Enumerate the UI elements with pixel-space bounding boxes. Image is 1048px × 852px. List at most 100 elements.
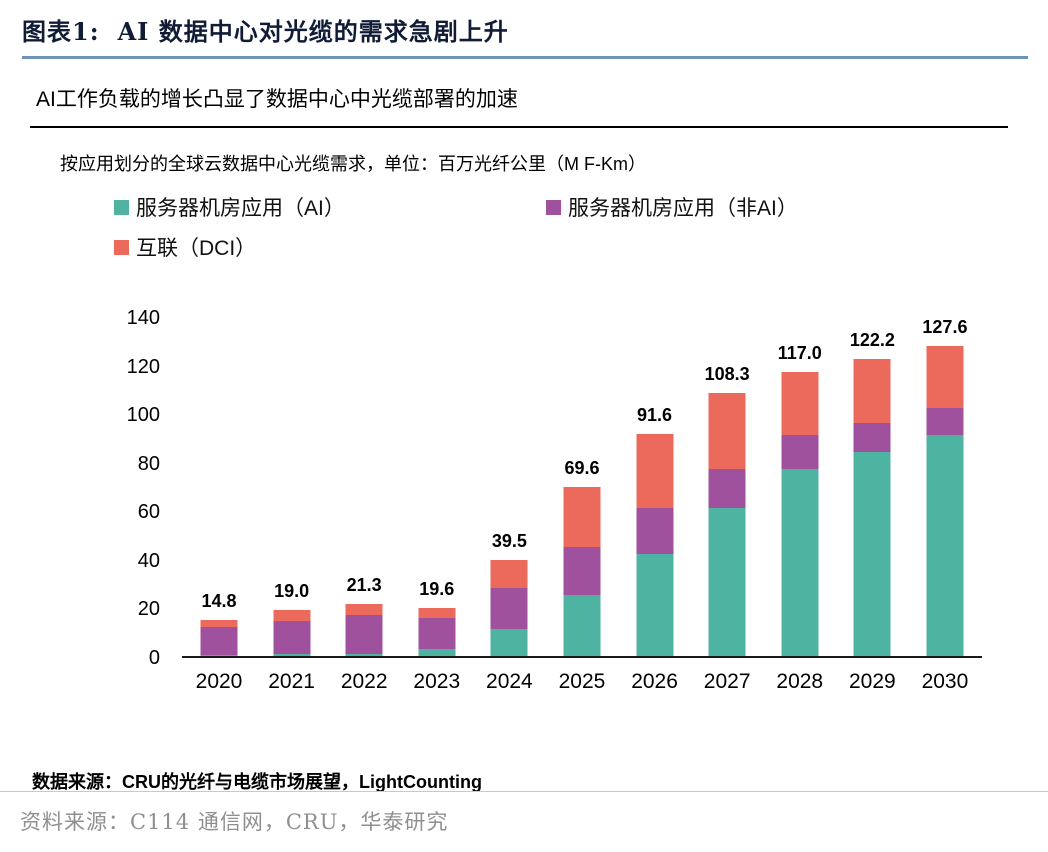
bar-segment [200, 627, 238, 656]
y-axis: 0 20 40 60 80 100 120 140 [70, 307, 170, 669]
x-axis-label: 2027 [703, 670, 751, 693]
legend-item: 服务器机房应用（非AI） [546, 192, 934, 222]
bar-segment [781, 435, 819, 469]
x-axis-label: 2028 [776, 670, 824, 693]
legend-swatch-icon [546, 199, 561, 215]
stacked-bar-2028 [781, 371, 819, 656]
chart-subtitle: AI工作负载的增长凸显了数据中心中光缆部署的加速 [30, 79, 1008, 128]
x-axis-label: 2030 [921, 670, 969, 693]
bar-segment [708, 469, 746, 508]
bar-value-label: 122.2 [849, 330, 895, 351]
x-axis-label: 2021 [268, 670, 315, 693]
bar-segment [563, 546, 601, 596]
y-axis-tick-label: 20 [137, 598, 160, 621]
y-axis-tick-label: 80 [137, 452, 160, 475]
bar-value-label: 127.6 [922, 317, 968, 338]
bar-segment [926, 408, 964, 435]
legend-swatch-icon [114, 239, 129, 255]
footer-divider [0, 791, 1048, 792]
bar-segment [636, 507, 674, 554]
bar-value-label: 19.0 [274, 580, 310, 601]
y-axis-tick-label: 100 [126, 404, 160, 427]
bar-segment [490, 629, 528, 656]
bar-value-label: 69.6 [564, 457, 600, 478]
bar-group-2021: 19.0 2021 [257, 318, 327, 693]
chart-legend: 服务器机房应用（AI） 服务器机房应用（非AI） 互联（DCI） [114, 192, 934, 262]
y-axis-tick-label: 0 [148, 647, 160, 669]
x-axis-label: 2023 [413, 670, 461, 693]
x-axis-label: 2029 [848, 670, 896, 693]
bar-segment [490, 560, 528, 589]
bar-segment [418, 648, 456, 656]
bar-segment [781, 469, 819, 656]
legend-item-label: 服务器机房应用（AI） [136, 197, 345, 220]
bar-group-2023: 19.6 2023 [402, 318, 472, 693]
bar-value-label: 108.3 [704, 364, 750, 384]
y-axis-tick-label: 60 [137, 501, 160, 524]
bar-group-2027: 108.3 2027 [692, 318, 762, 693]
legend-swatch-icon [114, 199, 129, 215]
bar-group-2024: 39.5 2024 [474, 318, 544, 693]
stacked-bar-chart: 0 20 40 60 80 100 120 140 14.8 2020 19.0 2021 21.3 2… [70, 276, 1010, 704]
x-axis-label: 2024 [486, 670, 533, 693]
bar-group-2020: 14.8 2020 [184, 318, 254, 693]
bar-group-2022: 21.3 2022 [329, 318, 399, 693]
bar-segment [636, 433, 674, 508]
bar-group-2025: 69.6 2025 [547, 318, 617, 693]
stacked-bar-2020 [200, 620, 238, 656]
legend-item-label: 互联（DCI） [136, 237, 257, 260]
bar-group-2030: 127.6 2030 [910, 317, 980, 693]
stacked-bar-2027 [708, 393, 746, 656]
plot-area: 14.8 2020 19.0 2021 21.3 2022 19.6 2023 39.5 2024… [182, 317, 982, 693]
stacked-bar-2024 [490, 560, 528, 656]
bar-segment [200, 620, 238, 628]
figure-title: 图表1: AI 数据中心对光缆的需求急剧上升 [22, 12, 1028, 47]
legend-item: 服务器机房应用（AI） [114, 192, 546, 222]
bar-segment [853, 359, 891, 423]
bar-segment [853, 452, 891, 656]
stacked-bar-2025 [563, 487, 601, 656]
page-footer: 资料来源：C114 通信网，CRU，华泰研究 [0, 791, 1048, 852]
figure-title-text: AI 数据中心对光缆的需求急剧上升 [117, 17, 509, 46]
bar-segment [345, 604, 383, 615]
bar-segment [273, 654, 311, 656]
data-source-note: 数据来源：CRU的光纤与电缆市场展望，LightCounting [32, 772, 482, 792]
bar-segment [926, 346, 964, 409]
legend-item-label: 服务器机房应用（非AI） [568, 197, 798, 220]
x-axis-label: 2025 [558, 670, 606, 693]
bar-segment [200, 655, 238, 656]
bar-segment [636, 554, 674, 656]
bar-segment [926, 435, 964, 656]
footer-source-text: 资料来源：C114 通信网，CRU，华泰研究 [20, 810, 449, 834]
y-axis-tick-label: 140 [126, 307, 160, 329]
bar-segment [563, 595, 601, 656]
bar-group-2026: 91.6 2026 [620, 318, 690, 693]
x-axis-label: 2022 [340, 670, 388, 693]
bar-segment [345, 653, 383, 656]
bar-group-2029: 122.2 2029 [837, 318, 907, 693]
bar-segment [853, 422, 891, 452]
stacked-bar-2029 [853, 359, 891, 656]
x-axis-label: 2020 [195, 670, 243, 693]
bar-segment [418, 608, 456, 619]
bar-segment [273, 609, 311, 621]
bar-value-label: 117.0 [777, 342, 822, 363]
chart-title: 按应用划分的全球云数据中心光缆需求，单位：百万光纤公里（M F-Km） [60, 154, 646, 174]
stacked-bar-2021 [273, 609, 311, 656]
bar-segment [273, 620, 311, 655]
bar-segment [781, 371, 819, 435]
bar-segment [418, 618, 456, 649]
stacked-bar-2030 [926, 346, 964, 656]
x-axis-label: 2026 [631, 670, 678, 693]
bar-segment [490, 588, 528, 630]
bar-group-2028: 117.0 2028 [765, 318, 835, 693]
y-axis-tick-label: 40 [137, 549, 160, 572]
stacked-bar-2022 [345, 604, 383, 656]
bar-segment [563, 487, 601, 547]
bar-segment [345, 614, 383, 654]
stacked-bar-2023 [418, 608, 456, 656]
bar-value-label: 14.8 [201, 591, 237, 612]
header-divider [22, 56, 1028, 59]
bar-value-label: 21.3 [346, 575, 382, 596]
